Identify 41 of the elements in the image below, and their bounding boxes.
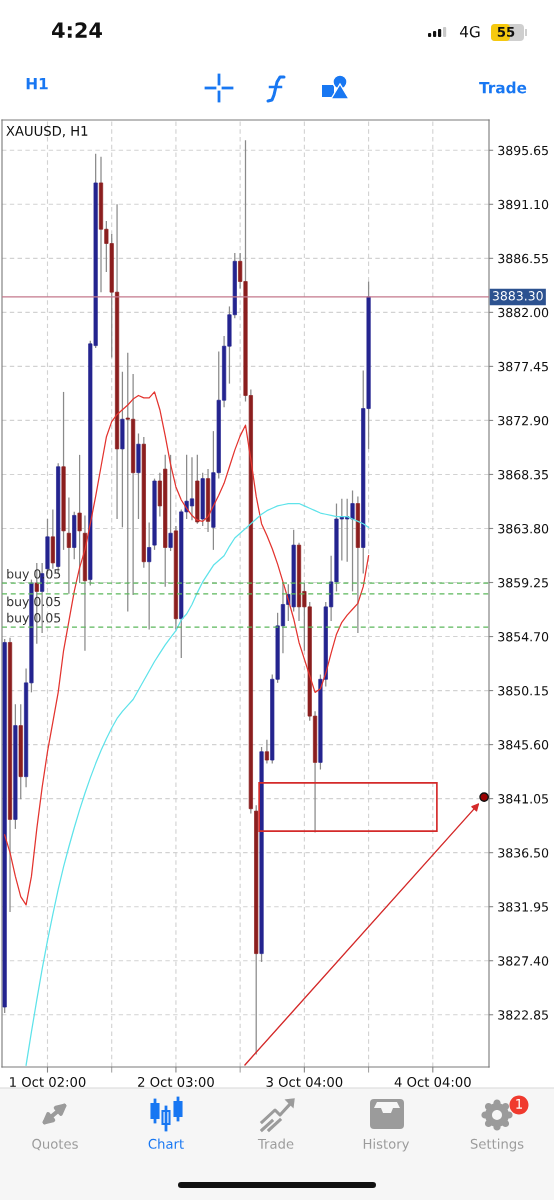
line-series [4, 391, 370, 906]
x-tick-label: 1 Oct 02:00 [10, 1076, 86, 1087]
y-tick-label: 3891.10 [498, 199, 549, 210]
text: Quotes [32, 1138, 78, 1151]
y-tick-label: 3836.50 [498, 848, 549, 858]
ref-line-label: buy 0.05 [7, 596, 61, 609]
candlestick [66, 496, 71, 595]
text: 4G [459, 25, 480, 38]
y-tick-label: 3850.15 [498, 686, 548, 696]
text: 4:24 [52, 22, 102, 38]
y-tick-label: 3854.70 [498, 632, 549, 642]
candlestick [147, 521, 152, 631]
y-tick-label: 3872.90 [498, 415, 549, 426]
text: Chart [148, 1138, 184, 1149]
text: Trade [257, 1138, 294, 1149]
ref-line-label: buy 0.05 [7, 612, 61, 625]
x-tick-label: 3 Oct 04:00 [266, 1076, 343, 1087]
y-tick-label: 3895.65 [498, 145, 548, 156]
y-tick-label: 3841.05 [498, 794, 548, 804]
y-tick-label: 3868.35 [498, 469, 548, 480]
y-tick-label: 3822.85 [498, 1010, 548, 1020]
x-tick-label: 2 Oct 03:00 [138, 1076, 214, 1087]
y-tick-label: 3831.95 [498, 902, 548, 912]
text: H1 [26, 78, 48, 90]
ref-line-label: 3883.30 [492, 291, 543, 301]
text: History [363, 1138, 410, 1152]
y-tick-label: 3877.45 [498, 361, 548, 372]
candlestick [77, 454, 82, 584]
candlestick [264, 739, 269, 765]
y-tick-label: 3863.80 [498, 523, 549, 534]
y-tick-label: 3859.25 [498, 577, 548, 588]
text: 1 [516, 1099, 522, 1109]
candlestick [168, 454, 173, 552]
y-tick-label: 3827.40 [498, 956, 549, 966]
y-tick-label: 3882.00 [498, 307, 549, 318]
x-tick-label: 4 Oct 04:00 [394, 1076, 471, 1087]
y-tick-label: 3886.55 [498, 253, 548, 264]
y-tick-label: 3845.60 [498, 740, 549, 750]
text: Settings [470, 1138, 524, 1152]
text: Trade [479, 81, 527, 94]
chart-title: XAUUSD, H1 [6, 125, 88, 138]
